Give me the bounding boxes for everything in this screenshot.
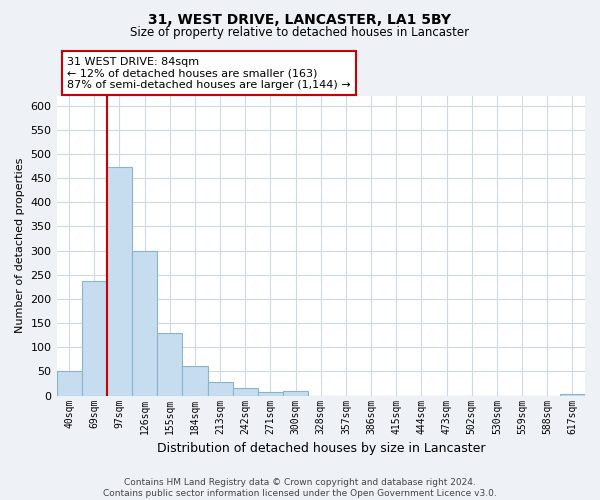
Bar <box>208 382 233 396</box>
Bar <box>82 280 107 396</box>
Bar <box>233 388 258 396</box>
Bar <box>56 372 82 396</box>
Bar <box>283 391 308 396</box>
Bar <box>132 250 157 396</box>
Text: Size of property relative to detached houses in Lancaster: Size of property relative to detached ho… <box>130 26 470 39</box>
Text: Contains HM Land Registry data © Crown copyright and database right 2024.
Contai: Contains HM Land Registry data © Crown c… <box>103 478 497 498</box>
Bar <box>560 394 585 396</box>
Text: 31 WEST DRIVE: 84sqm
← 12% of detached houses are smaller (163)
87% of semi-deta: 31 WEST DRIVE: 84sqm ← 12% of detached h… <box>67 56 351 90</box>
Y-axis label: Number of detached properties: Number of detached properties <box>15 158 25 334</box>
Bar <box>107 168 132 396</box>
Bar <box>157 333 182 396</box>
Bar <box>258 392 283 396</box>
Bar <box>182 366 208 396</box>
X-axis label: Distribution of detached houses by size in Lancaster: Distribution of detached houses by size … <box>157 442 485 455</box>
Text: 31, WEST DRIVE, LANCASTER, LA1 5BY: 31, WEST DRIVE, LANCASTER, LA1 5BY <box>149 12 452 26</box>
